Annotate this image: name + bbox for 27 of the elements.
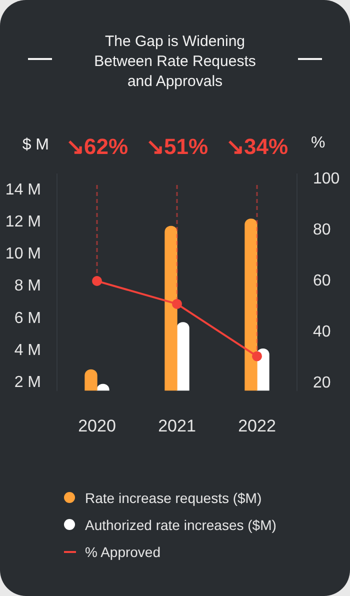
y-axis-title: $ M	[22, 136, 49, 154]
y-tick-label: 12 M	[5, 214, 41, 231]
y-tick-label: 6 M	[14, 310, 41, 327]
y2-tick-label: 100	[313, 170, 340, 188]
annotation: ↘62%	[66, 134, 128, 160]
y2-axis-title: %	[311, 134, 326, 152]
y2-tick-label: 80	[313, 221, 331, 238]
point	[172, 298, 182, 309]
annotation: ↘51%	[146, 134, 208, 160]
legend-label: Authorized rate increases ($M)	[85, 516, 276, 532]
x-tick-label: 2021	[158, 416, 196, 436]
point	[92, 276, 102, 286]
y-tick-label: 4 M	[14, 342, 41, 359]
y2-tick-label: 40	[313, 323, 331, 340]
point	[252, 351, 262, 362]
y-tick-label: 10 M	[5, 246, 41, 263]
legend-label: Rate increase requests ($M)	[85, 490, 262, 506]
y2-tick-label: 60	[313, 272, 331, 290]
y-tick-label: 2 M	[14, 374, 41, 391]
annotation: ↘34%	[226, 134, 288, 160]
y-tick-label: 14 M	[5, 181, 41, 198]
x-tick-label: 2020	[78, 416, 116, 436]
y2-tick-label: 20	[313, 374, 331, 392]
x-tick-label: 2022	[238, 416, 276, 436]
legend-label: % Approved	[85, 544, 160, 560]
chart-title: The Gap is Widening Between Rate Requests and Approvals	[93, 32, 257, 92]
y-tick-label: 8 M	[14, 278, 41, 295]
